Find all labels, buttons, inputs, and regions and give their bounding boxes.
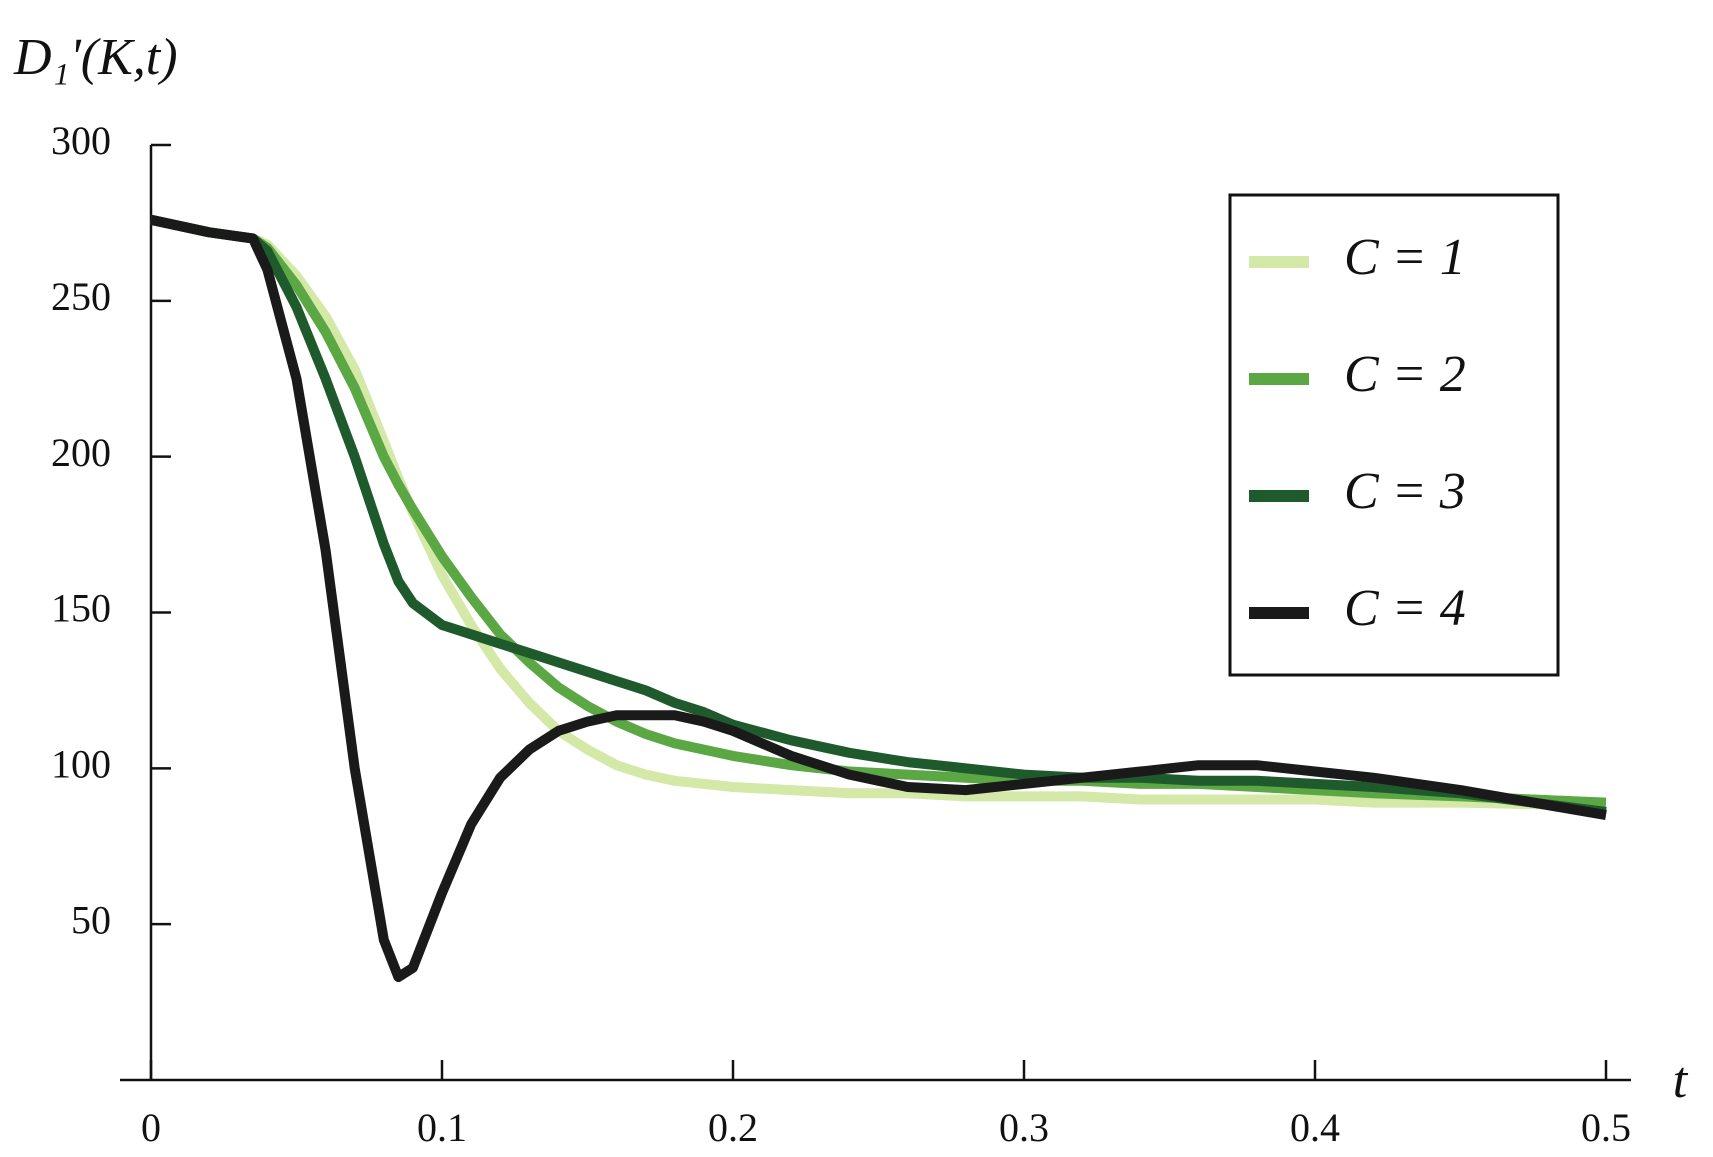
legend-label: C = 4 (1344, 580, 1466, 637)
y-tick-label: 250 (51, 274, 111, 319)
x-tick-label: 0.4 (1290, 1105, 1340, 1150)
y-tick-label: 100 (51, 742, 111, 787)
y-tick-label: 200 (51, 430, 111, 475)
y-axis-label: D₁'(K,t) (13, 29, 178, 86)
x-tick-label: 0.5 (1581, 1105, 1631, 1150)
y-tick-label: 150 (51, 586, 111, 631)
series-line (149, 214, 1607, 817)
series-line (149, 214, 1607, 811)
x-tick-label: 0 (141, 1105, 161, 1150)
x-axis-label: t (1673, 1052, 1689, 1109)
legend-label: C = 3 (1344, 463, 1466, 520)
series-line (149, 214, 1607, 983)
x-tick-label: 0.1 (417, 1105, 467, 1150)
legend-label: C = 2 (1344, 346, 1466, 403)
y-tick-label: 50 (71, 897, 111, 942)
y-tick-label: 300 (51, 118, 111, 163)
x-tick-label: 0.3 (999, 1105, 1049, 1150)
x-tick-label: 0.2 (708, 1105, 758, 1150)
legend-label: C = 1 (1344, 229, 1466, 286)
legend-box (1228, 193, 1560, 677)
